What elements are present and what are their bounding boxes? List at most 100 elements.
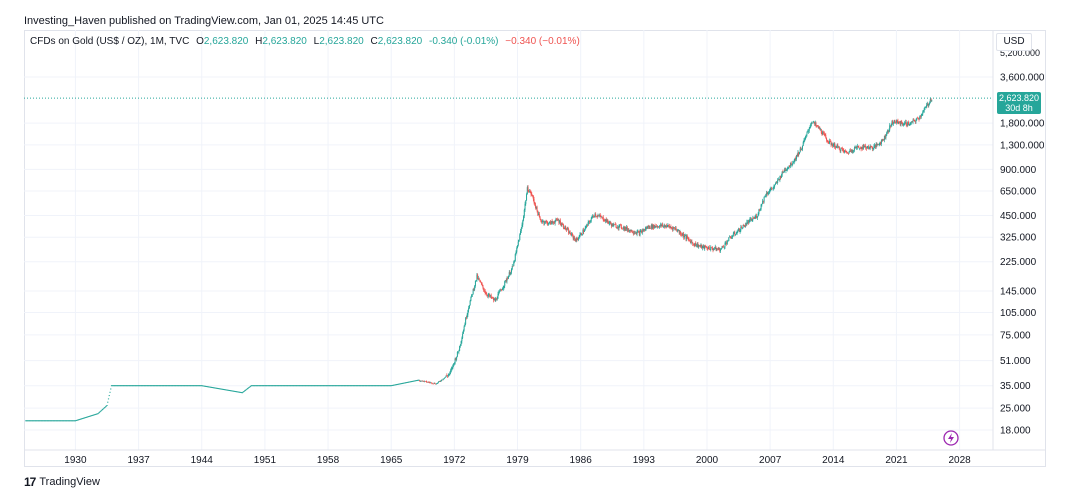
candle: [449, 372, 451, 374]
candle: [844, 150, 846, 153]
x-tick-label: 2000: [696, 455, 719, 466]
candle: [650, 228, 652, 229]
candle: [701, 244, 703, 248]
candle: [674, 227, 676, 229]
candle: [547, 223, 549, 225]
candle: [796, 155, 798, 157]
candle: [843, 150, 845, 153]
candle: [801, 145, 803, 150]
candle: [495, 298, 497, 300]
x-tick-label: 1993: [633, 455, 656, 466]
candle: [717, 248, 719, 250]
candle: [520, 231, 522, 235]
candle: [877, 144, 879, 145]
candle: [758, 209, 760, 214]
candle: [790, 162, 792, 166]
candle: [512, 266, 514, 267]
candle: [426, 381, 428, 383]
candle: [798, 152, 800, 155]
footer-branding[interactable]: 17 TradingView: [24, 475, 100, 489]
candle: [524, 203, 526, 210]
candle: [733, 232, 735, 234]
candle: [636, 231, 638, 235]
legend-symbol: CFDs on Gold (US$ / OZ), 1M, TVC: [30, 36, 190, 47]
y-tick-label: 145.000: [1000, 286, 1037, 297]
x-tick-label: 1930: [64, 455, 87, 466]
candle: [806, 132, 808, 135]
candle: [865, 145, 867, 148]
candle: [604, 219, 606, 222]
candle: [672, 227, 674, 230]
candle: [526, 194, 528, 201]
candle: [848, 151, 850, 154]
candle: [556, 219, 558, 221]
candle: [628, 229, 630, 232]
candle: [813, 121, 815, 123]
candle: [577, 239, 579, 240]
last-price-value: 2,623.820: [998, 93, 1040, 103]
candle: [793, 161, 795, 163]
candle: [464, 324, 466, 327]
candle: [775, 182, 777, 184]
candle: [695, 242, 697, 247]
candle: [732, 233, 734, 237]
candle: [438, 381, 440, 383]
candle: [632, 232, 634, 234]
candle: [599, 215, 601, 217]
candle: [423, 380, 425, 382]
candle: [735, 233, 737, 235]
candle: [646, 227, 648, 229]
candle: [435, 383, 437, 385]
candle: [792, 162, 794, 164]
candle: [659, 225, 661, 228]
candle: [440, 380, 442, 382]
candle: [898, 122, 900, 124]
candle: [846, 152, 848, 153]
tradingview-logo-icon: 17: [24, 475, 36, 489]
candle: [862, 145, 864, 149]
candle: [452, 364, 454, 369]
candle: [661, 224, 663, 227]
candle: [603, 220, 605, 221]
candle: [462, 330, 464, 334]
candle: [607, 221, 609, 224]
candle: [689, 239, 691, 241]
candle: [588, 221, 590, 222]
candle: [523, 209, 525, 217]
candle: [820, 128, 822, 133]
candle: [424, 381, 426, 382]
candle: [535, 206, 537, 209]
candle: [631, 229, 633, 233]
candle: [867, 146, 869, 148]
candle: [553, 222, 555, 224]
candle: [486, 295, 488, 297]
candle: [832, 144, 834, 147]
candle: [443, 378, 445, 380]
candle: [530, 191, 532, 195]
candle: [912, 119, 914, 123]
candle: [630, 229, 632, 232]
candle: [701, 246, 703, 248]
candle: [729, 236, 731, 238]
snapshot-icon[interactable]: [943, 430, 959, 446]
candle: [472, 289, 474, 295]
legend-open: 2,623.820: [203, 36, 249, 47]
candle: [525, 200, 527, 204]
currency-button[interactable]: USD: [996, 33, 1032, 51]
candle: [644, 228, 646, 231]
x-tick-label: 2014: [822, 455, 845, 466]
candle: [626, 227, 628, 230]
candle: [456, 351, 458, 357]
candle: [883, 139, 885, 141]
candle: [560, 224, 562, 226]
candle: [499, 289, 501, 292]
candle: [656, 226, 658, 227]
candle: [533, 199, 535, 203]
candle: [596, 216, 598, 217]
candle: [671, 227, 673, 229]
chart-legend: CFDs on Gold (US$ / OZ), 1M, TVC O2,623.…: [30, 36, 580, 47]
candle: [633, 232, 635, 234]
candle: [593, 215, 595, 217]
candle: [647, 226, 649, 228]
